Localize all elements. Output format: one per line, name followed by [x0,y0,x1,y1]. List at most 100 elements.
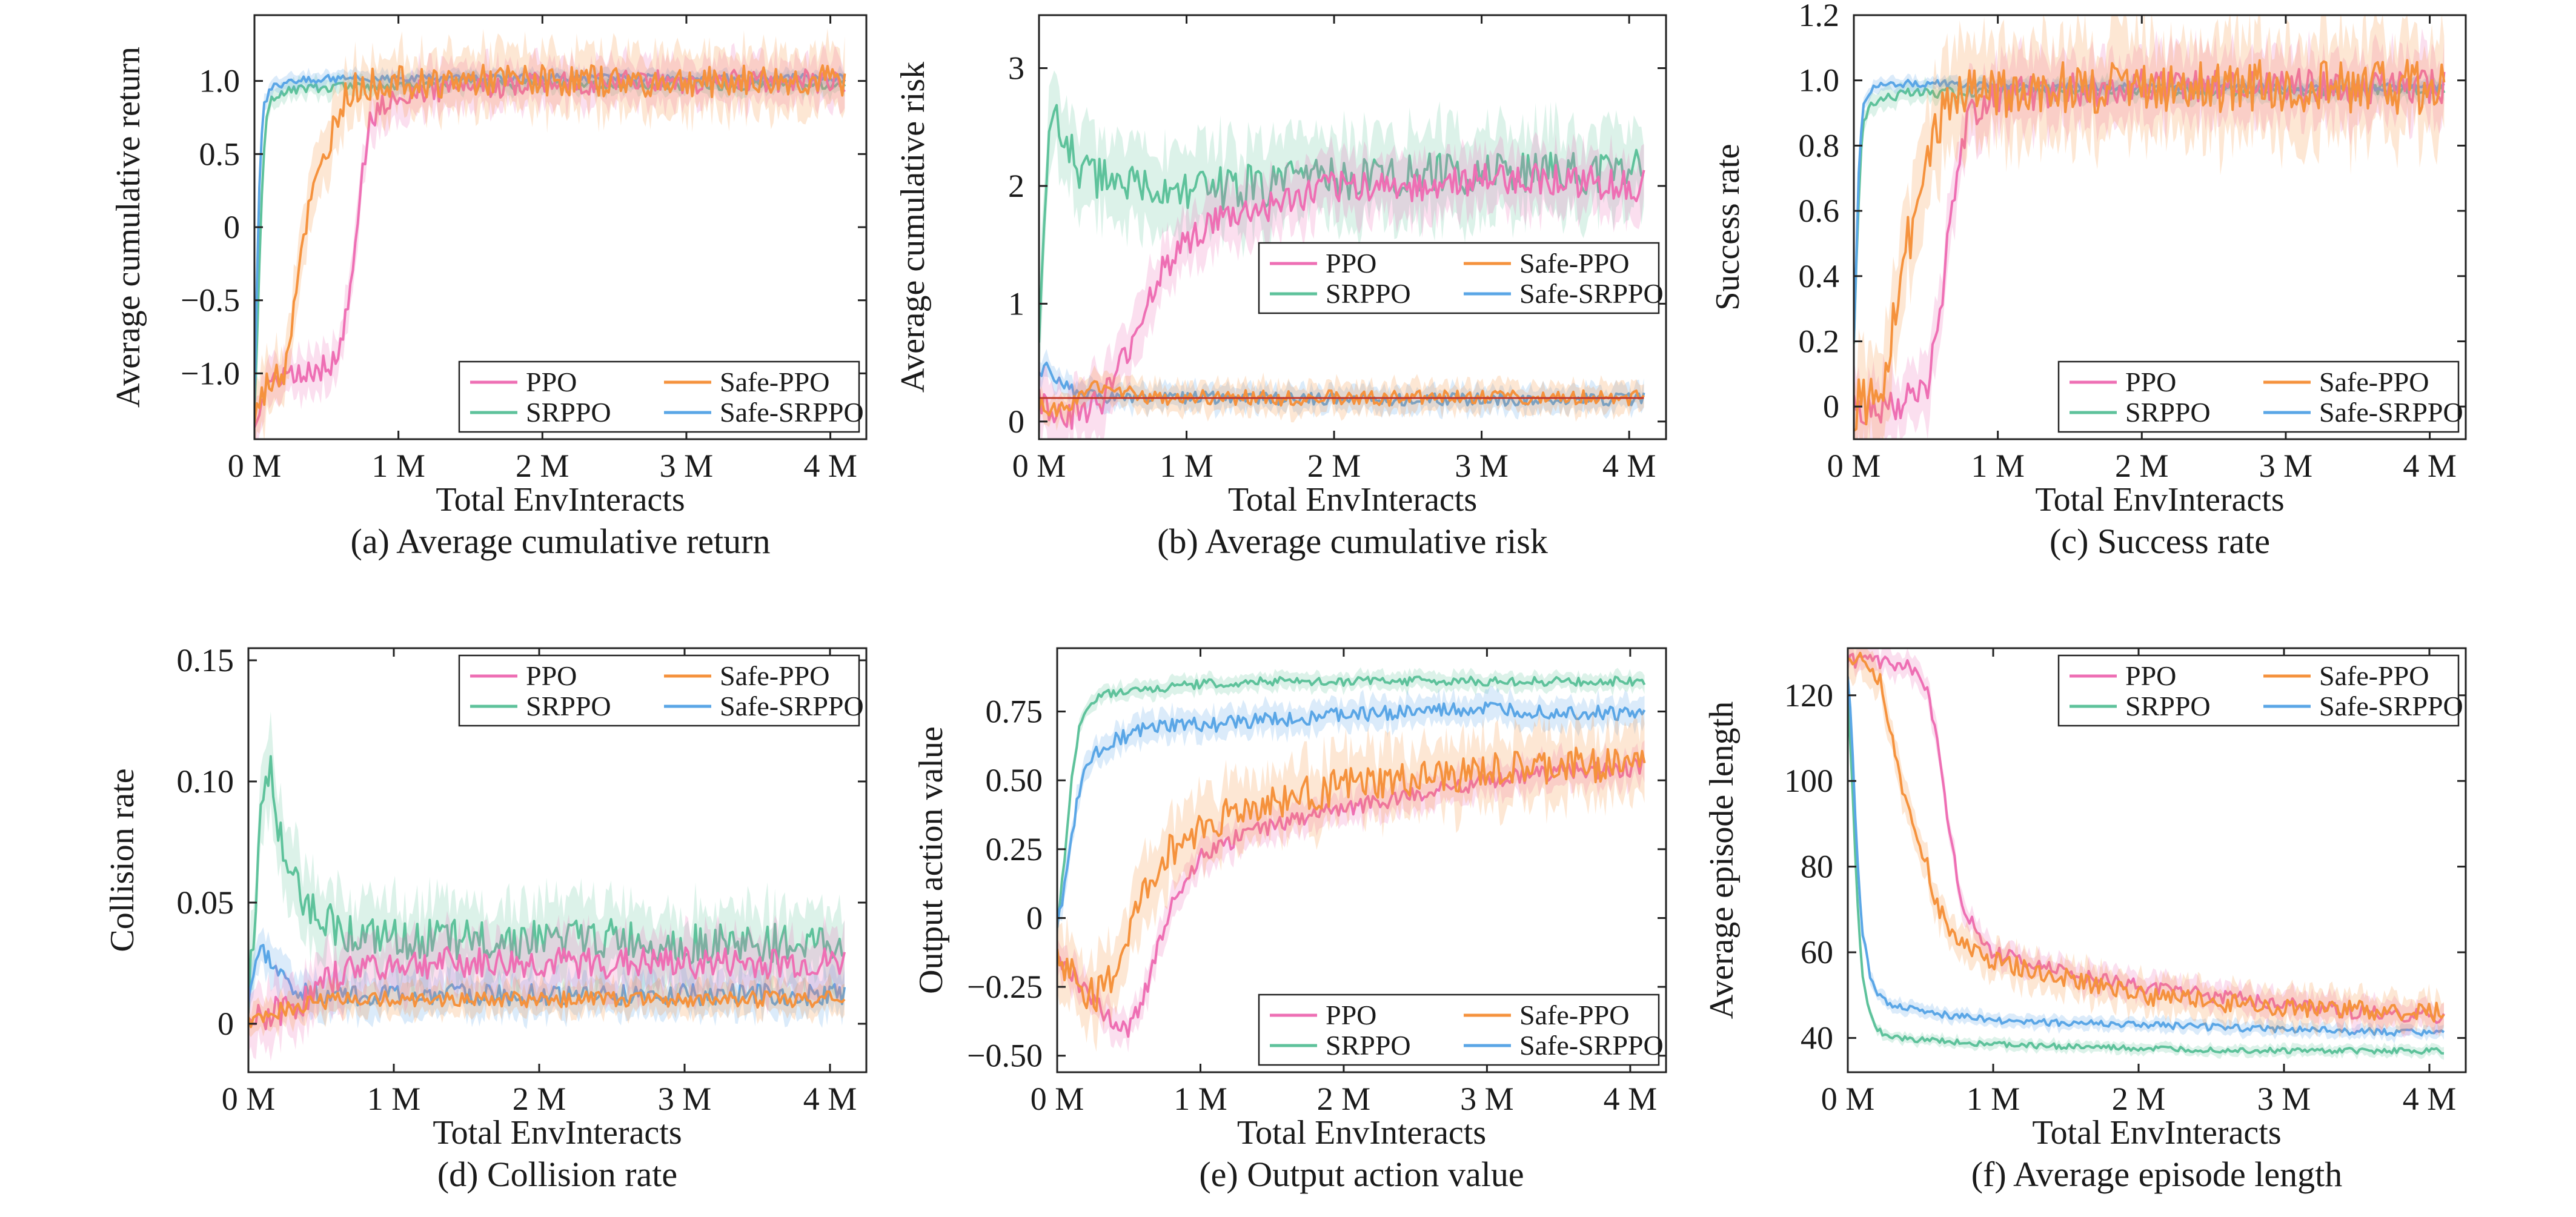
y-tick-label: 0.25 [986,831,1043,867]
x-tick-label: 0 M [1031,1081,1084,1117]
series-line-srppo [1057,675,1646,928]
x-tick-label: 4 M [2403,1081,2457,1117]
series-line-safe-ppo [248,990,846,1029]
legend: PPO Safe-PPO SRPPO Safe-SRPPO [1258,242,1664,314]
y-axis-title: Output action value [912,726,950,994]
axes-frame [1056,647,1667,1073]
x-tick-label: 4 M [2403,448,2457,484]
x-tick-label: 4 M [803,448,857,484]
x-tick-label: 2 M [513,1081,566,1117]
plot-area [1848,648,2445,1060]
y-tick-label: 100 [1784,763,1833,799]
y-tick-label: 0.2 [1799,323,1840,359]
plot-area [254,28,846,439]
legend-label: SRPPO [526,397,611,428]
legend-label: Safe-PPO [720,660,829,691]
series-band-srppo [1039,70,1644,385]
y-tick-label: 0.05 [177,884,234,921]
legend-label: Safe-SRPPO [1519,278,1664,309]
y-tick-label: −0.25 [967,969,1043,1005]
x-tick-label: 0 M [228,448,282,484]
x-tick-label: 2 M [516,448,569,484]
series-line-safe-ppo [1854,59,2446,432]
legend-label: Safe-PPO [2319,660,2429,691]
x-tick-label: 2 M [1317,1081,1371,1117]
series-band-safe-srppo [1848,669,2444,1044]
x-tick-label: 3 M [1455,448,1509,484]
series-line-srppo [1039,104,1644,343]
y-tick-label: 120 [1784,677,1833,714]
chart-panel-1: 0 M 1 M 2 M 3 M 4 M 0 1 2 3 Total EnvInteracts Ave… [894,14,1667,561]
series-band-safe-srppo [248,927,845,1029]
x-tick-label: 0 M [222,1081,276,1117]
y-tick-label: 0.4 [1799,258,1840,294]
series-line-safe-srppo [248,944,846,1007]
y-axis-title: Average cumulative risk [894,62,932,393]
legend-label: Safe-SRPPO [2319,397,2463,428]
x-tick-label: 0 M [1821,1081,1875,1117]
legend-label: SRPPO [1326,1030,1411,1061]
x-axis-title: Total EnvInteracts [1228,481,1477,519]
x-tick-label: 4 M [1604,1081,1658,1117]
y-tick-label: 0.15 [177,642,234,678]
chart-panel-5: 0 M 1 M 2 M 3 M 4 M 40 60 80 100 120 Total EnvInte… [1703,647,2467,1194]
x-tick-label: 1 M [1160,448,1213,484]
y-tick-label: 60 [1801,934,1833,970]
x-axis-title: Total EnvInteracts [436,481,685,519]
legend-label: PPO [526,366,577,397]
legend: PPO Safe-PPO SRPPO Safe-SRPPO [2057,360,2463,433]
legend-label: PPO [2125,660,2176,691]
legend-box [1258,242,1660,314]
y-tick-label: −0.5 [181,282,240,319]
series-band-safe-ppo [1848,648,2444,1039]
y-tick-label: 0 [1823,388,1839,425]
panel-caption: (c) Success rate [2050,522,2270,561]
legend-label: PPO [526,660,577,691]
y-tick-label: 2 [1008,168,1024,204]
legend-label: Safe-SRPPO [720,397,864,428]
x-tick-label: 1 M [1971,448,2025,484]
series-line-safe-ppo [1039,380,1645,417]
series-band-srppo [1854,72,2445,354]
x-tick-label: 4 M [1602,448,1656,484]
x-tick-label: 0 M [1827,448,1881,484]
chart-panel-3: 0 M 1 M 2 M 3 M 4 M 0 0.05 0.10 0.15 Total EnvInt… [104,642,868,1194]
legend: PPO Safe-PPO SRPPO Safe-SRPPO [2057,654,2463,727]
chart-panel-2: 0 M 1 M 2 M 3 M 4 M 0 0.2 0.4 0.6 0.8 1.0 1.2 Total … [1709,0,2467,561]
legend-label: Safe-SRPPO [720,691,864,721]
legend-box [458,654,860,727]
legend-box [458,360,860,433]
legend-label: Safe-PPO [720,366,829,397]
y-tick-label: 0 [1026,900,1043,936]
y-tick-label: 0 [217,1006,234,1042]
chart-panel-4: 0 M 1 M 2 M 3 M 4 M −0.50 −0.25 0 0.25 0.50 0.75 To… [912,647,1667,1194]
legend: PPO Safe-PPO SRPPO Safe-SRPPO [458,360,864,433]
y-tick-label: 0.8 [1799,127,1840,164]
series-band-safe-ppo [1854,15,2445,439]
x-tick-label: 2 M [2115,448,2169,484]
series-band-safe-ppo [248,973,845,1038]
plot-area [1057,667,1646,1053]
series-line-safe-ppo [1848,651,2445,1023]
series-line-srppo [248,755,845,1013]
panel-caption: (a) Average cumulative return [351,522,771,561]
x-tick-label: 1 M [367,1081,421,1117]
legend-box [1258,993,1660,1066]
y-axis-title: Collision rate [104,768,141,952]
series-band-srppo [248,711,845,1054]
legend-label: Safe-PPO [1519,1000,1629,1030]
legend-label: Safe-SRPPO [1519,1030,1664,1061]
x-tick-label: 1 M [1967,1081,2020,1117]
y-tick-label: 40 [1801,1020,1833,1056]
y-tick-label: 0.5 [199,136,241,172]
y-tick-label: 0.75 [986,694,1043,730]
y-axis-title: Average cumulative return [110,47,147,408]
legend-box [2057,360,2460,433]
series-band-safe-srppo [1039,349,1644,420]
series-line-safe-ppo [1057,746,1646,1012]
y-tick-label: 1.0 [1799,62,1840,99]
series-band-ppo [1854,28,2445,439]
y-tick-label: 3 [1008,50,1024,87]
y-axis-title: Average episode length [1703,701,1741,1020]
